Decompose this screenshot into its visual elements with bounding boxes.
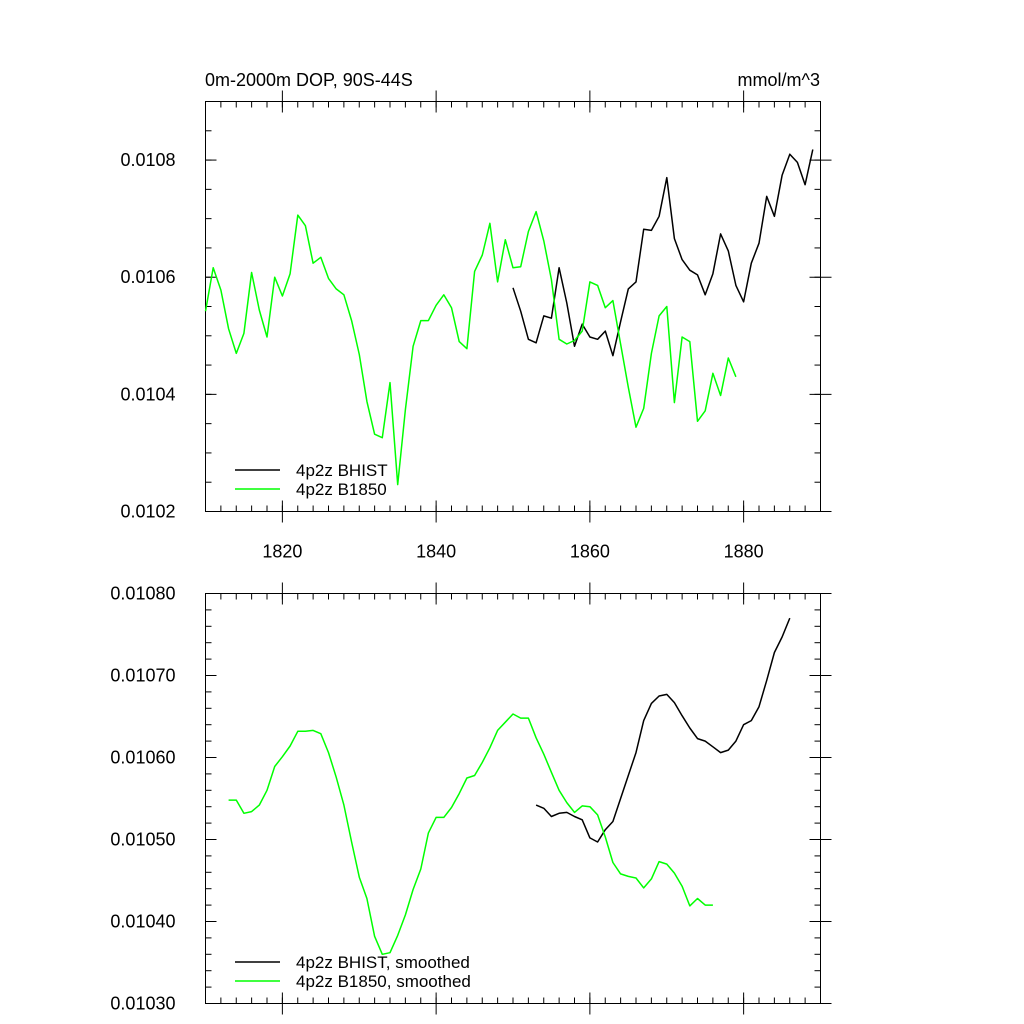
top-panel-units: mmol/m^3 [738,70,820,90]
legend-label-b1850: 4p2z B1850 [296,480,387,499]
top-panel-ticks [205,90,832,523]
legend-label-bhist-smoothed: 4p2z BHIST, smoothed [296,953,470,972]
y-tick-label: 0.01070 [110,666,175,686]
top-panel-x-tick-labels: 1820 1840 1860 1880 [262,542,763,562]
series-line-4p2z-b1850-smoothed [228,713,713,956]
y-tick-label: 0.01060 [110,748,175,768]
y-tick-label: 0.0108 [120,150,175,170]
y-tick-label: 0.01030 [110,994,175,1014]
top-panel: 0m-2000m DOP, 90S-44S mmol/m^3 1820 1840 1… [120,70,832,562]
legend-label-b1850-smoothed: 4p2z B1850, smoothed [296,972,471,991]
bottom-panel: 0.01030 0.01040 0.01050 0.01060 0.01070 0.010… [110,582,832,1015]
top-panel-plot-frame [205,101,821,512]
bottom-panel-series [228,617,791,956]
top-panel-y-tick-labels: 0.0102 0.0104 0.0106 0.0108 [120,150,175,521]
series-line-4p2z-b1850 [204,210,737,486]
y-tick-label: 0.01040 [110,912,175,932]
top-panel-title: 0m-2000m DOP, 90S-44S [205,70,413,90]
x-tick-label: 1880 [724,542,764,562]
bottom-panel-ticks [205,582,832,1015]
y-tick-label: 0.01050 [110,830,175,850]
y-tick-label: 0.01080 [110,584,175,604]
bottom-panel-y-tick-labels: 0.01030 0.01040 0.01050 0.01060 0.01070 0.010… [110,584,175,1014]
bottom-panel-legend: 4p2z BHIST, smoothed 4p2z B1850, smoothe… [235,953,471,991]
series-line-4p2z-bhist [512,149,814,357]
x-tick-label: 1820 [262,542,302,562]
series-line-4p2z-bhist-smoothed [535,617,791,843]
y-tick-label: 0.0102 [120,502,175,522]
x-tick-label: 1860 [570,542,610,562]
bottom-panel-plot-frame [205,593,821,1004]
y-tick-label: 0.0104 [120,384,175,404]
top-panel-series [204,149,814,486]
legend-label-bhist: 4p2z BHIST [296,461,388,480]
x-tick-label: 1840 [416,542,456,562]
top-panel-legend: 4p2z BHIST 4p2z B1850 [235,461,388,499]
y-tick-label: 0.0106 [120,267,175,287]
